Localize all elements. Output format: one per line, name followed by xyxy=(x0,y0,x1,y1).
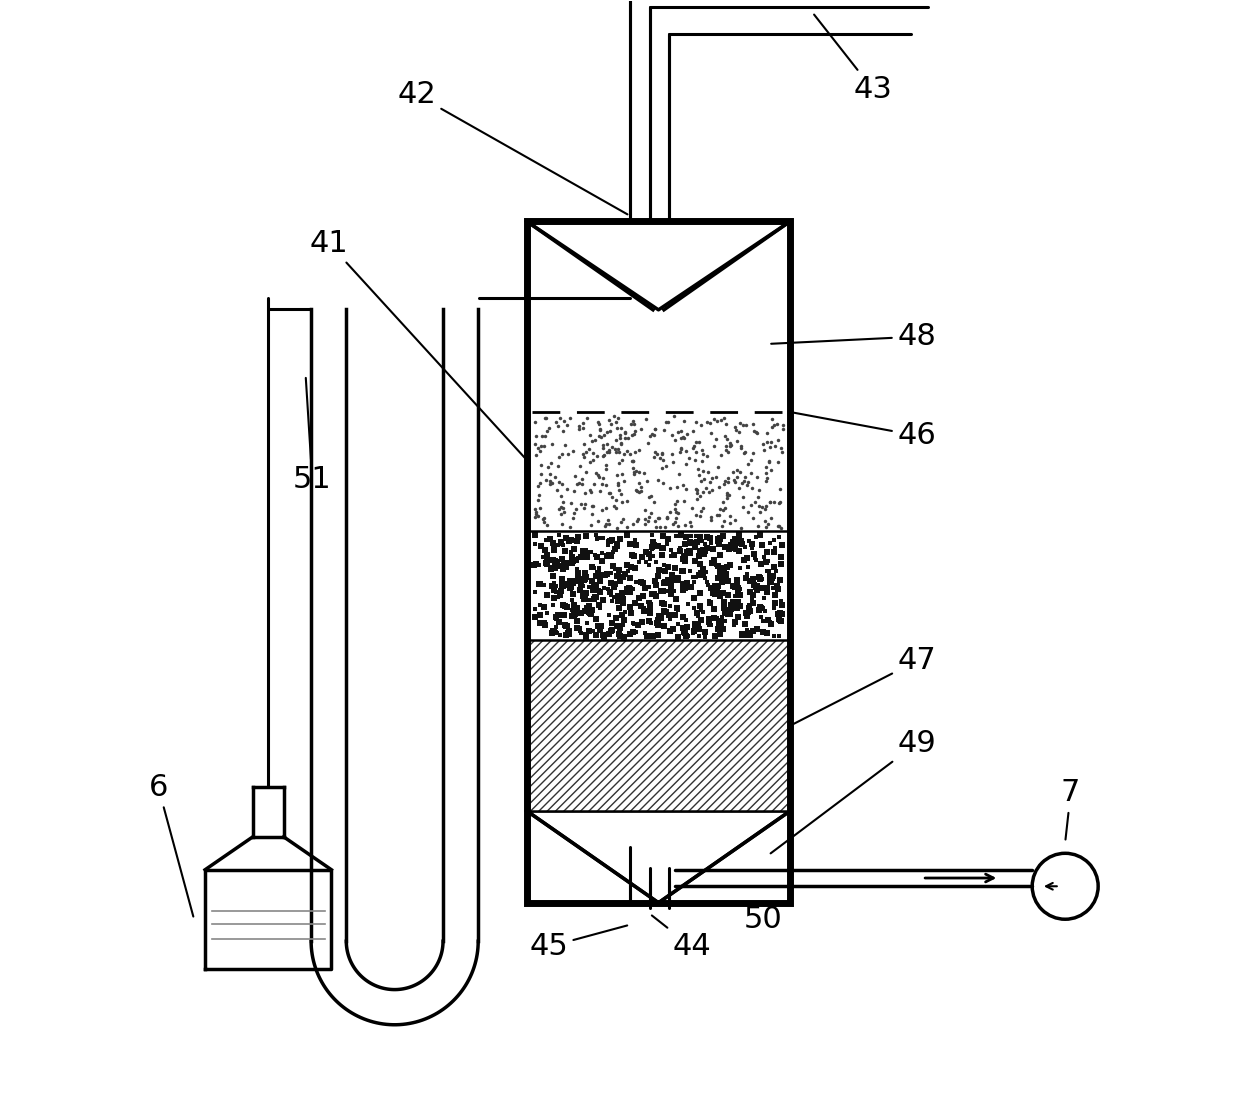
Text: 50: 50 xyxy=(744,905,782,933)
Bar xyxy=(527,640,790,811)
Text: 46: 46 xyxy=(794,412,936,450)
Polygon shape xyxy=(527,222,790,310)
Text: 6: 6 xyxy=(149,773,193,917)
Polygon shape xyxy=(346,310,443,990)
Text: 51: 51 xyxy=(293,378,331,494)
Polygon shape xyxy=(527,811,790,903)
Bar xyxy=(527,222,790,903)
Text: 44: 44 xyxy=(652,916,711,961)
Text: 47: 47 xyxy=(792,647,936,724)
Text: 48: 48 xyxy=(771,322,936,352)
Bar xyxy=(527,222,790,903)
Text: 7: 7 xyxy=(1061,778,1080,840)
Text: 45: 45 xyxy=(529,926,627,961)
Text: 41: 41 xyxy=(309,229,525,457)
Text: 42: 42 xyxy=(397,80,627,215)
Text: 43: 43 xyxy=(815,14,893,104)
Text: 49: 49 xyxy=(770,728,936,853)
